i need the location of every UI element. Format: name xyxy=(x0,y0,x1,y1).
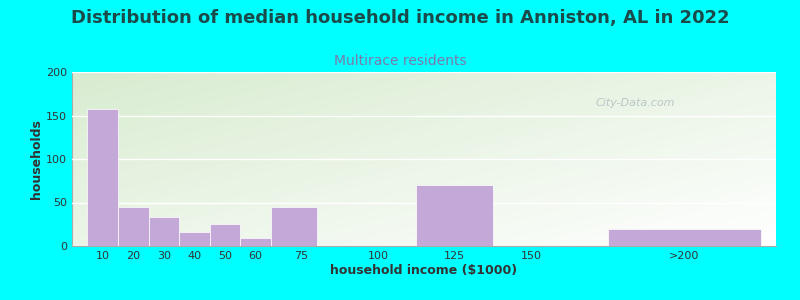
Bar xyxy=(240,238,271,246)
Bar xyxy=(118,207,149,246)
Text: Distribution of median household income in Anniston, AL in 2022: Distribution of median household income … xyxy=(70,9,730,27)
Bar xyxy=(608,229,761,246)
Y-axis label: households: households xyxy=(30,119,43,199)
Bar xyxy=(416,185,493,246)
Bar xyxy=(87,109,118,246)
X-axis label: household income ($1000): household income ($1000) xyxy=(330,264,518,277)
Bar xyxy=(179,232,210,246)
Bar xyxy=(271,207,317,246)
Bar xyxy=(149,217,179,246)
Text: Multirace residents: Multirace residents xyxy=(334,54,466,68)
Bar xyxy=(210,224,240,246)
Text: City-Data.com: City-Data.com xyxy=(595,98,675,108)
